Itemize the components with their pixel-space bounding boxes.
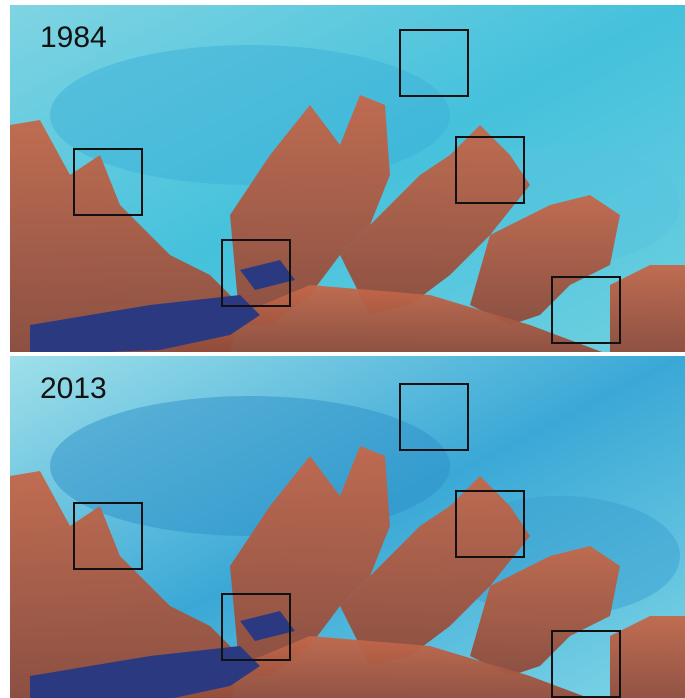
- highlight-box: [399, 29, 469, 97]
- lake: [30, 295, 260, 352]
- highlight-box: [73, 148, 143, 216]
- mountain: [10, 471, 240, 698]
- highlight-box: [221, 593, 291, 661]
- mountain: [178, 636, 589, 698]
- mountain: [470, 195, 620, 325]
- lake: [30, 646, 260, 698]
- year-label: 2013: [40, 372, 107, 405]
- imagery: [10, 356, 685, 698]
- panel-1984: 1984: [10, 5, 685, 352]
- mountain: [10, 120, 240, 352]
- ice-shade: [50, 45, 450, 185]
- highlight-box: [73, 502, 143, 570]
- highlight-box: [221, 239, 291, 307]
- imagery: [10, 5, 685, 352]
- lake: [240, 260, 295, 290]
- mountain: [173, 285, 602, 352]
- mountain: [470, 546, 620, 676]
- mountain: [340, 476, 530, 666]
- ice-shade: [50, 396, 450, 536]
- highlight-box: [551, 276, 621, 344]
- mountain: [610, 616, 685, 698]
- highlight-box: [551, 630, 621, 698]
- highlight-box: [455, 490, 525, 558]
- highlight-box: [399, 383, 469, 451]
- mountain: [610, 265, 685, 352]
- highlight-box: [455, 136, 525, 204]
- panel-2013: 2013: [10, 356, 685, 698]
- year-label: 1984: [40, 21, 107, 54]
- mountain: [340, 125, 530, 315]
- lake: [240, 611, 295, 641]
